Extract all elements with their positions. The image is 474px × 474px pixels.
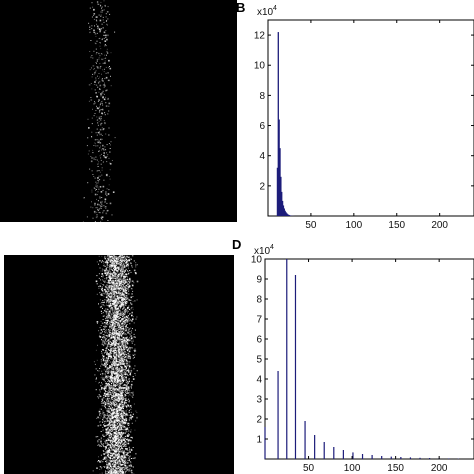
y-tick-label: 4	[259, 151, 265, 162]
histogram-bar	[287, 214, 290, 216]
histogram-bar	[342, 450, 344, 459]
panel-letter-d: D	[232, 237, 242, 252]
x-tick-label: 100	[345, 220, 362, 231]
plot-frame	[264, 258, 474, 460]
histogram-bar	[381, 456, 383, 459]
histogram-bar	[286, 259, 288, 459]
histogram-bar	[304, 421, 306, 459]
y-tick-label: 6	[259, 121, 265, 132]
y-tick-label: 2	[256, 415, 262, 426]
histogram-bar	[264, 427, 266, 459]
histogram-bar	[280, 176, 282, 216]
y-tick-label: 9	[256, 275, 262, 286]
histogram-bar	[283, 208, 285, 216]
y-multiplier-exponent: 4	[270, 244, 274, 251]
histogram-bar	[400, 457, 402, 459]
y-tick-label: 4	[256, 375, 262, 386]
y-tick-label: 8	[256, 295, 262, 306]
plot-frame	[267, 19, 474, 217]
histogram-bar	[278, 119, 280, 216]
y-tick-label: 1	[256, 435, 262, 446]
histogram-bar	[409, 457, 412, 459]
y-multiplier-exponent: 4	[273, 5, 277, 12]
histogram-bar	[294, 275, 297, 459]
histogram-bar	[277, 32, 279, 217]
histogram-bar	[284, 210, 286, 216]
histogram-bar	[371, 455, 373, 459]
y-tick-label: 10	[251, 255, 263, 266]
histogram-bar	[361, 454, 364, 459]
img-a-texture	[82, 0, 116, 222]
histogram-bar	[281, 200, 284, 216]
x-tick-label: 150	[387, 463, 404, 474]
x-tick-label: 50	[303, 463, 315, 474]
panel-letter-b: B	[236, 0, 246, 15]
histogram-bar	[288, 215, 291, 216]
x-tick-label: 200	[431, 220, 448, 231]
histogram-bar	[428, 458, 431, 459]
histogram-bar	[286, 213, 288, 216]
histogram-bar	[448, 458, 450, 459]
x-tick-label: 150	[388, 220, 405, 231]
histogram-bar	[323, 442, 325, 459]
y-multiplier-label: x10	[257, 7, 274, 18]
y-tick-label: 3	[256, 395, 262, 406]
y-tick-label: 8	[259, 91, 265, 102]
y-tick-label: 7	[256, 315, 262, 326]
histogram-bar	[276, 167, 279, 216]
histogram-bar	[281, 191, 283, 216]
y-tick-label: 6	[256, 335, 262, 346]
speckle-image-c	[4, 255, 234, 474]
x-tick-label: 100	[344, 463, 361, 474]
histogram-bar	[352, 452, 354, 459]
y-tick-label: 5	[256, 355, 262, 366]
y-multiplier-label: x10	[254, 246, 271, 257]
histogram-bar	[285, 212, 287, 216]
histogram-bar	[419, 457, 421, 459]
histogram-bar	[279, 148, 281, 216]
histogram-bar	[314, 435, 316, 459]
img-c-texture	[92, 255, 139, 474]
y-tick-label: 2	[259, 181, 265, 192]
histogram-bar	[390, 456, 392, 459]
speckle-image-a	[0, 0, 237, 222]
histogram-bar	[277, 371, 279, 459]
histogram-bar	[289, 215, 291, 216]
histogram-bar	[282, 205, 285, 216]
histogram-bar	[333, 447, 335, 459]
x-tick-label: 50	[305, 220, 317, 231]
x-tick-label: 200	[431, 463, 448, 474]
y-tick-label: 10	[254, 61, 266, 72]
histogram-bar	[287, 214, 289, 216]
y-tick-label: 12	[254, 31, 266, 42]
